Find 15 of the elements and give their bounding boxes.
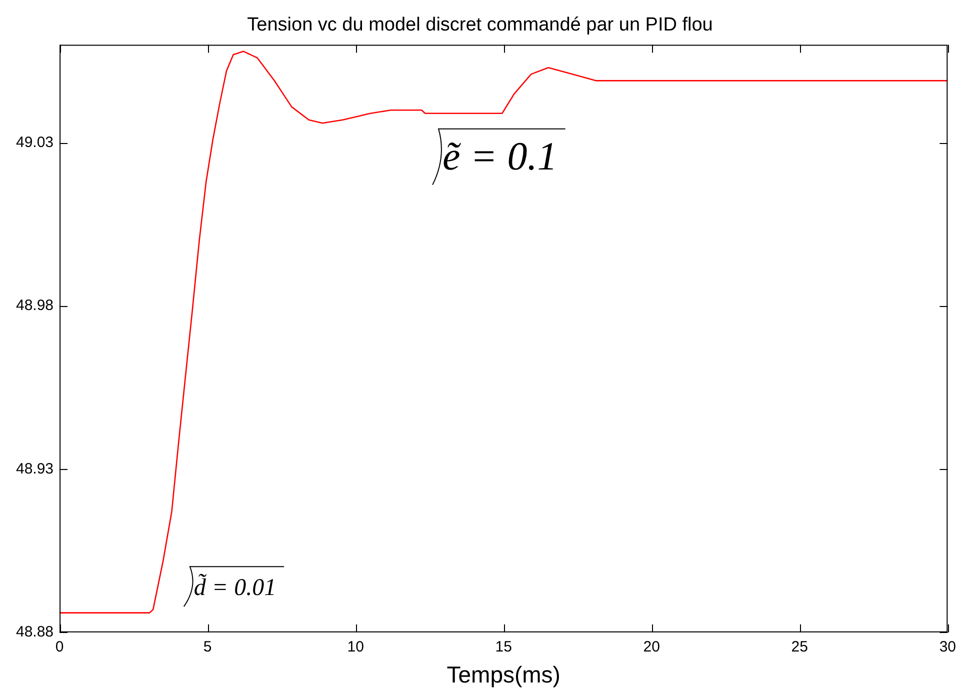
y-tick-label: 48.98: [16, 297, 54, 314]
y-tick-label: 48.93: [16, 460, 54, 478]
x-tick-label: 25: [791, 638, 808, 656]
x-axis-title: Temps(ms): [446, 662, 560, 688]
x-tick-label: 5: [203, 638, 212, 656]
x-tick-label: 20: [643, 638, 660, 656]
annotation: ẽ = 0.1: [442, 133, 558, 178]
x-tick-label: 15: [495, 638, 512, 656]
x-tick-label: 30: [939, 638, 956, 656]
x-tick-label: 10: [347, 638, 364, 656]
y-tick-label: 49.03: [16, 134, 54, 151]
chart-title: Tension vc du model discret commandé par un PID flou: [247, 14, 713, 36]
annotation: d̃ = 0.01: [194, 573, 276, 601]
x-tick-label: 0: [55, 638, 64, 656]
y-tick-label: 48.88: [16, 624, 54, 641]
